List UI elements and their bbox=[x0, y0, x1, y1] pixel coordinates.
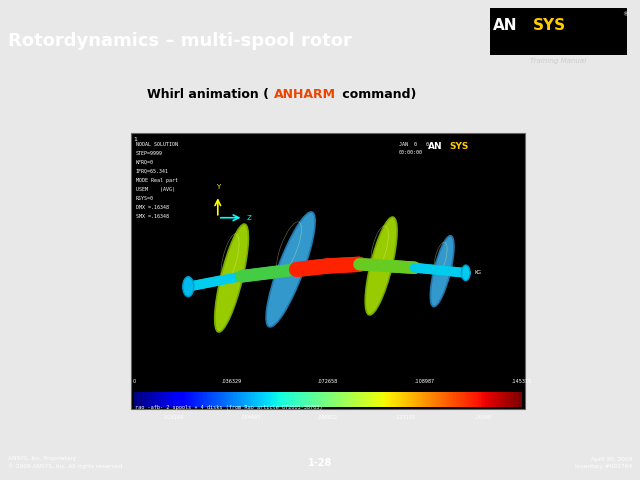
Text: Z: Z bbox=[247, 215, 252, 221]
Ellipse shape bbox=[365, 217, 397, 315]
Text: JAN  0   0: JAN 0 0 bbox=[399, 142, 429, 147]
Text: .018164: .018164 bbox=[163, 415, 183, 420]
Text: command): command) bbox=[338, 88, 416, 101]
Text: Whirl animation (: Whirl animation ( bbox=[147, 88, 269, 101]
Text: .054493: .054493 bbox=[241, 415, 260, 420]
Text: rao -afb- 2 spools + 4 disks (from Rao article GT2003-38703): rao -afb- 2 spools + 4 disks (from Rao a… bbox=[135, 405, 323, 410]
Text: AN: AN bbox=[493, 18, 517, 34]
Text: IFRQ=65.341: IFRQ=65.341 bbox=[136, 169, 169, 174]
Text: .16348: .16348 bbox=[474, 415, 492, 420]
Text: .127151: .127151 bbox=[396, 415, 415, 420]
Ellipse shape bbox=[183, 276, 194, 297]
Bar bbox=[131, 133, 525, 409]
Ellipse shape bbox=[215, 224, 248, 332]
Text: .145315: .145315 bbox=[511, 379, 532, 384]
Text: April 30, 2009
Inventory #002764: April 30, 2009 Inventory #002764 bbox=[575, 457, 632, 468]
Ellipse shape bbox=[430, 236, 454, 307]
Text: SMX =.16348: SMX =.16348 bbox=[136, 214, 169, 218]
Text: MODE Real part: MODE Real part bbox=[136, 178, 178, 183]
Text: Rotordynamics – multi-spool rotor: Rotordynamics – multi-spool rotor bbox=[8, 32, 351, 49]
Bar bbox=[490, 8, 627, 55]
Text: USEM    (AVG): USEM (AVG) bbox=[136, 187, 175, 192]
Text: SYS: SYS bbox=[449, 142, 468, 151]
Text: ®: ® bbox=[622, 12, 628, 18]
Text: AN: AN bbox=[428, 142, 443, 151]
Text: 0: 0 bbox=[133, 379, 136, 384]
Text: 00:00:00: 00:00:00 bbox=[399, 151, 423, 156]
Text: SYS: SYS bbox=[533, 18, 566, 34]
Text: DMX =.16348: DMX =.16348 bbox=[136, 204, 169, 210]
Text: KG: KG bbox=[474, 270, 481, 276]
Text: .108987: .108987 bbox=[415, 379, 435, 384]
Text: STEP=9999: STEP=9999 bbox=[136, 151, 163, 156]
Text: ANSYS, Inc. Proprietary
© 2009 ANSYS, Inc. All rights reserved.: ANSYS, Inc. Proprietary © 2009 ANSYS, In… bbox=[8, 456, 124, 469]
Text: 1-28: 1-28 bbox=[308, 458, 332, 468]
Text: KFRQ=0: KFRQ=0 bbox=[136, 160, 154, 165]
Text: ANHARM: ANHARM bbox=[274, 88, 336, 101]
Text: 1: 1 bbox=[133, 137, 137, 143]
Text: .072658: .072658 bbox=[318, 379, 338, 384]
Ellipse shape bbox=[461, 265, 470, 281]
Ellipse shape bbox=[266, 212, 315, 327]
Text: NODAL SOLUTION: NODAL SOLUTION bbox=[136, 142, 178, 147]
Text: .090822: .090822 bbox=[318, 415, 338, 420]
Text: RSYS=0: RSYS=0 bbox=[136, 196, 154, 201]
Text: Y: Y bbox=[216, 184, 220, 190]
Text: .036329: .036329 bbox=[221, 379, 241, 384]
Text: Training Manual: Training Manual bbox=[531, 58, 586, 64]
